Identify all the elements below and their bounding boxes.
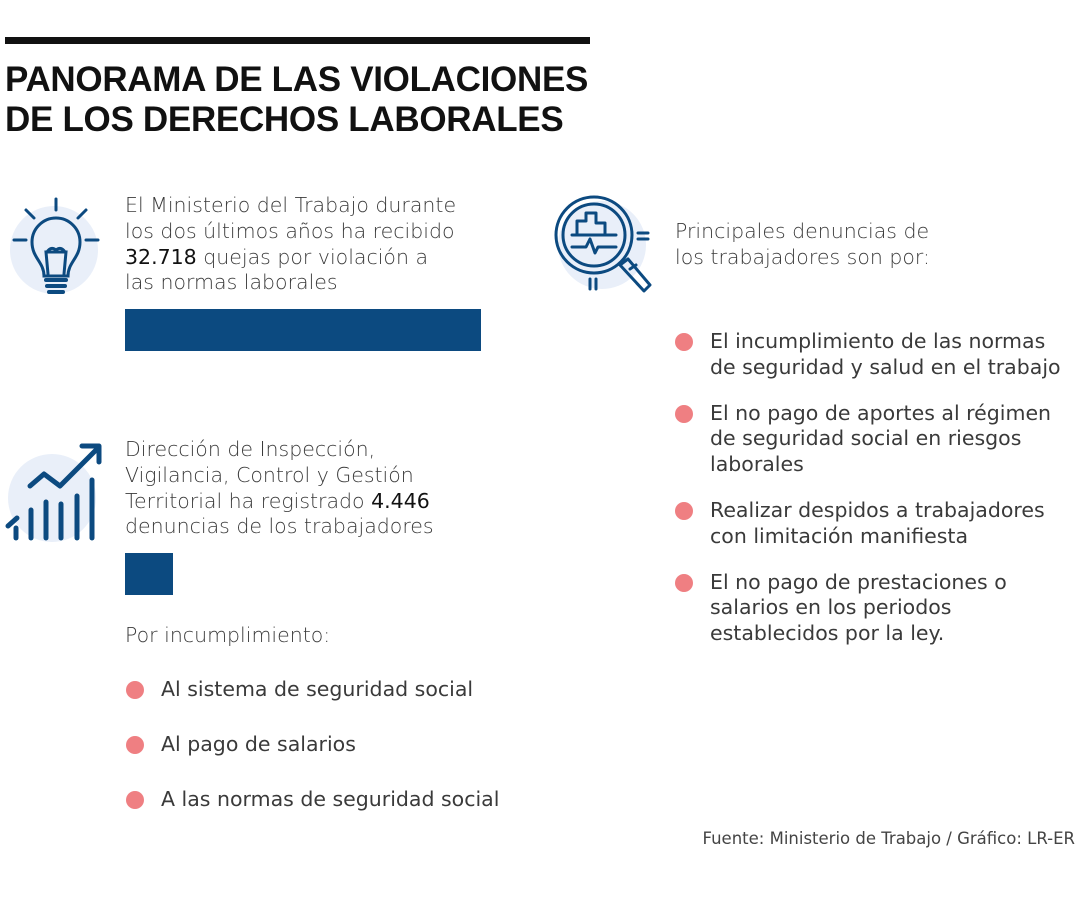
bar-complaints: [125, 309, 481, 351]
block2-line: Vigilancia, Control y Gestión: [125, 462, 414, 487]
list-item-line: El no pago de prestaciones o: [710, 569, 1007, 594]
magnifier-analytics-icon: [554, 195, 652, 293]
bullet-dot: [126, 790, 144, 809]
block1-text: El Ministerio del Trabajo durante los do…: [125, 193, 456, 296]
growth-chart-icon: [5, 443, 102, 542]
denuncias-count: 4.446: [371, 488, 430, 513]
list-item-line: El incumplimiento de las normas: [710, 329, 1046, 353]
list-item-line: de seguridad y salud en el trabajo: [710, 354, 1061, 379]
list-item: El no pago de aportes al régimen de segur…: [675, 401, 1061, 478]
complaints-count: 32.718: [125, 244, 197, 269]
list-item-text: Al sistema de seguridad social: [161, 677, 474, 701]
list-item: Realizar despidos a trabajadores con limi…: [675, 498, 1061, 550]
right-intro: Principales denuncias de los trabajadore…: [675, 219, 930, 271]
block1-line: 32.718 quejas por violación a: [125, 245, 456, 271]
block1-line: los dos últimos años ha recibido: [125, 218, 455, 243]
block1-line-rest: quejas por violación a: [196, 244, 429, 269]
list-item-text: Al pago de salarios: [161, 731, 356, 756]
block1-line: El Ministerio del Trabajo durante: [125, 193, 457, 217]
list-item-line: de seguridad social en riesgos: [710, 426, 1022, 451]
block2-line: denuncias de los trabajadores: [125, 514, 434, 539]
right-intro-line: Principales denuncias de: [675, 219, 930, 243]
denuncias-list: El incumplimiento de las normas de seguri…: [675, 329, 1061, 667]
block2-line-pre: Territorial ha registrado: [125, 488, 372, 513]
block1-line: las normas laborales: [125, 270, 338, 295]
title-line-2: DE LOS DERECHOS LABORALES: [5, 100, 564, 139]
bullet-dot: [675, 404, 693, 423]
block2-line: Territorial ha registrado 4.446: [125, 489, 434, 515]
list-item-line: con limitación manifiesta: [710, 523, 969, 548]
source-footer: Fuente: Ministerio de Trabajo / Gráfico:…: [702, 829, 1075, 848]
list-item: A las normas de seguridad social: [126, 787, 499, 813]
list-item-text: A las normas de seguridad social: [161, 786, 500, 811]
bullet-dot: [126, 735, 144, 754]
list-item-line: Realizar despidos a trabajadores: [710, 497, 1045, 522]
block2-text: Dirección de Inspección, Vigilancia, Con…: [125, 437, 434, 540]
list-item-line: establecidos por la ley.: [710, 621, 945, 646]
page-title: PANORAMA DE LAS VIOLACIONES DE LOS DEREC…: [5, 60, 588, 140]
bullet-dot: [675, 573, 693, 592]
list-item: Al pago de salarios: [126, 732, 499, 758]
list-item: El no pago de prestaciones o salarios en …: [675, 570, 1061, 647]
list-item: El incumplimiento de las normas de seguri…: [675, 329, 1061, 381]
lightbulb-icon: [10, 197, 100, 294]
title-line-1: PANORAMA DE LAS VIOLACIONES: [5, 60, 589, 99]
bullet-dot: [675, 501, 693, 520]
top-rule: [5, 37, 590, 44]
list-item: Al sistema de seguridad social: [126, 677, 499, 703]
list-item-line: El no pago de aportes al régimen: [710, 400, 1052, 425]
incumplimiento-list: Al sistema de seguridad social Al pago de…: [126, 677, 499, 841]
block2-line: Dirección de Inspección,: [125, 437, 376, 461]
incumplimiento-heading: Por incumplimiento:: [125, 623, 331, 647]
bullet-dot: [126, 681, 144, 699]
right-intro-line: los trabajadores son por:: [675, 244, 930, 269]
bullet-dot: [675, 333, 693, 351]
list-item-line: salarios en los periodos: [710, 595, 952, 620]
list-item-line: laborales: [710, 452, 804, 477]
bar-denuncias: [125, 553, 174, 595]
